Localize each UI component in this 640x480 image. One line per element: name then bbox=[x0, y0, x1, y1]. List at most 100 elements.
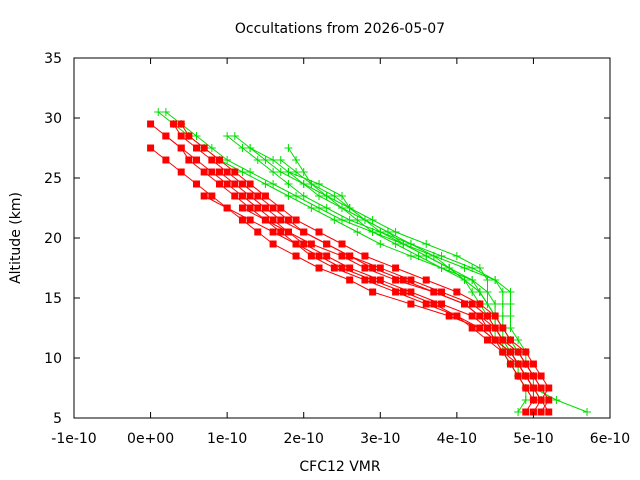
data-point-square bbox=[261, 192, 269, 200]
data-point-square bbox=[422, 276, 430, 284]
data-point-plus bbox=[506, 324, 515, 332]
data-point-square bbox=[284, 228, 292, 236]
data-point-square bbox=[246, 204, 254, 212]
data-point-square bbox=[369, 276, 377, 284]
data-point-square bbox=[407, 288, 415, 296]
data-point-square bbox=[269, 204, 277, 212]
data-point-square bbox=[522, 372, 530, 380]
data-point-square bbox=[438, 288, 446, 296]
data-point-plus bbox=[360, 216, 369, 224]
data-point-plus bbox=[422, 240, 431, 248]
x-axis: -1e-10 0e+00 1e-10 2e-10 3e-10 4e-10 5e-10 6e-1… bbox=[51, 58, 630, 447]
data-point-square bbox=[346, 264, 354, 272]
data-point-square bbox=[300, 240, 308, 248]
data-point-plus bbox=[315, 192, 324, 200]
data-point-square bbox=[514, 360, 522, 368]
data-point-square bbox=[399, 276, 407, 284]
series-green bbox=[276, 156, 530, 392]
data-point-square bbox=[506, 360, 514, 368]
data-point-square bbox=[238, 204, 246, 212]
x-tick-label: 2e-10 bbox=[284, 431, 324, 447]
data-point-plus bbox=[338, 204, 346, 212]
data-point-plus bbox=[391, 228, 400, 236]
data-point-plus bbox=[514, 336, 523, 344]
data-point-square bbox=[231, 168, 239, 176]
data-point-square bbox=[292, 216, 300, 224]
data-point-plus bbox=[376, 240, 385, 248]
data-point-plus bbox=[498, 312, 507, 320]
data-point-plus bbox=[284, 180, 293, 188]
data-point-square bbox=[162, 132, 170, 140]
data-point-square bbox=[491, 336, 499, 344]
data-point-plus bbox=[483, 300, 492, 308]
data-point-plus bbox=[368, 228, 377, 236]
data-point-plus bbox=[506, 288, 515, 296]
data-point-square bbox=[522, 348, 530, 356]
data-point-square bbox=[185, 156, 193, 164]
y-tick-label: 15 bbox=[44, 291, 62, 307]
y-tick-label: 30 bbox=[44, 111, 62, 127]
data-point-square bbox=[300, 228, 308, 236]
data-point-plus bbox=[276, 168, 285, 176]
data-point-square bbox=[215, 168, 223, 176]
data-point-plus bbox=[322, 204, 331, 212]
data-point-plus bbox=[468, 288, 477, 296]
data-point-plus bbox=[429, 252, 438, 260]
y-tick-label: 20 bbox=[44, 231, 62, 247]
data-point-square bbox=[361, 276, 369, 284]
data-point-square bbox=[430, 288, 438, 296]
data-point-square bbox=[468, 312, 476, 320]
data-point-square bbox=[162, 156, 170, 164]
series-green bbox=[154, 108, 530, 416]
data-point-square bbox=[476, 312, 484, 320]
data-point-plus bbox=[299, 180, 308, 188]
data-point-plus bbox=[445, 264, 454, 272]
data-point-square bbox=[361, 264, 369, 272]
data-point-square bbox=[269, 216, 277, 224]
data-point-square bbox=[499, 336, 507, 344]
data-point-square bbox=[346, 252, 354, 260]
data-point-plus bbox=[223, 156, 232, 164]
data-point-plus bbox=[468, 264, 477, 272]
data-point-plus bbox=[253, 156, 262, 164]
data-point-square bbox=[346, 276, 354, 284]
data-point-plus bbox=[422, 252, 431, 260]
data-point-plus bbox=[299, 192, 308, 200]
data-point-square bbox=[231, 192, 239, 200]
data-point-plus bbox=[154, 108, 163, 116]
series-line bbox=[226, 135, 542, 401]
data-point-plus bbox=[437, 252, 446, 260]
y-axis: 5 10 15 20 25 30 35 bbox=[44, 51, 610, 427]
data-point-plus bbox=[368, 216, 377, 224]
data-point-plus bbox=[338, 192, 346, 200]
data-point-square bbox=[369, 288, 377, 296]
data-point-square bbox=[522, 408, 530, 416]
x-tick-label: 4e-10 bbox=[437, 431, 477, 447]
series-red bbox=[170, 120, 553, 416]
data-point-plus bbox=[192, 132, 201, 140]
data-point-square bbox=[338, 252, 346, 260]
data-point-square bbox=[147, 144, 155, 152]
y-tick-label: 10 bbox=[44, 351, 62, 367]
data-point-square bbox=[499, 324, 507, 332]
data-point-square bbox=[522, 384, 530, 392]
data-point-plus bbox=[506, 312, 515, 320]
y-tick-label: 25 bbox=[44, 171, 62, 187]
data-point-square bbox=[476, 324, 484, 332]
x-tick-label: 6e-10 bbox=[590, 431, 630, 447]
data-point-square bbox=[200, 192, 208, 200]
x-axis-label: CFC12 VMR bbox=[299, 459, 381, 475]
data-point-square bbox=[407, 300, 415, 308]
data-point-plus bbox=[506, 300, 515, 308]
data-point-square bbox=[430, 300, 438, 308]
data-point-plus bbox=[269, 168, 278, 176]
data-point-plus bbox=[330, 192, 339, 200]
data-point-square bbox=[499, 348, 507, 356]
data-point-square bbox=[315, 264, 323, 272]
data-point-square bbox=[223, 204, 231, 212]
series-green bbox=[230, 132, 538, 392]
data-point-plus bbox=[583, 408, 592, 416]
series-red bbox=[238, 204, 530, 380]
data-point-square bbox=[177, 168, 185, 176]
data-point-plus bbox=[246, 144, 255, 152]
